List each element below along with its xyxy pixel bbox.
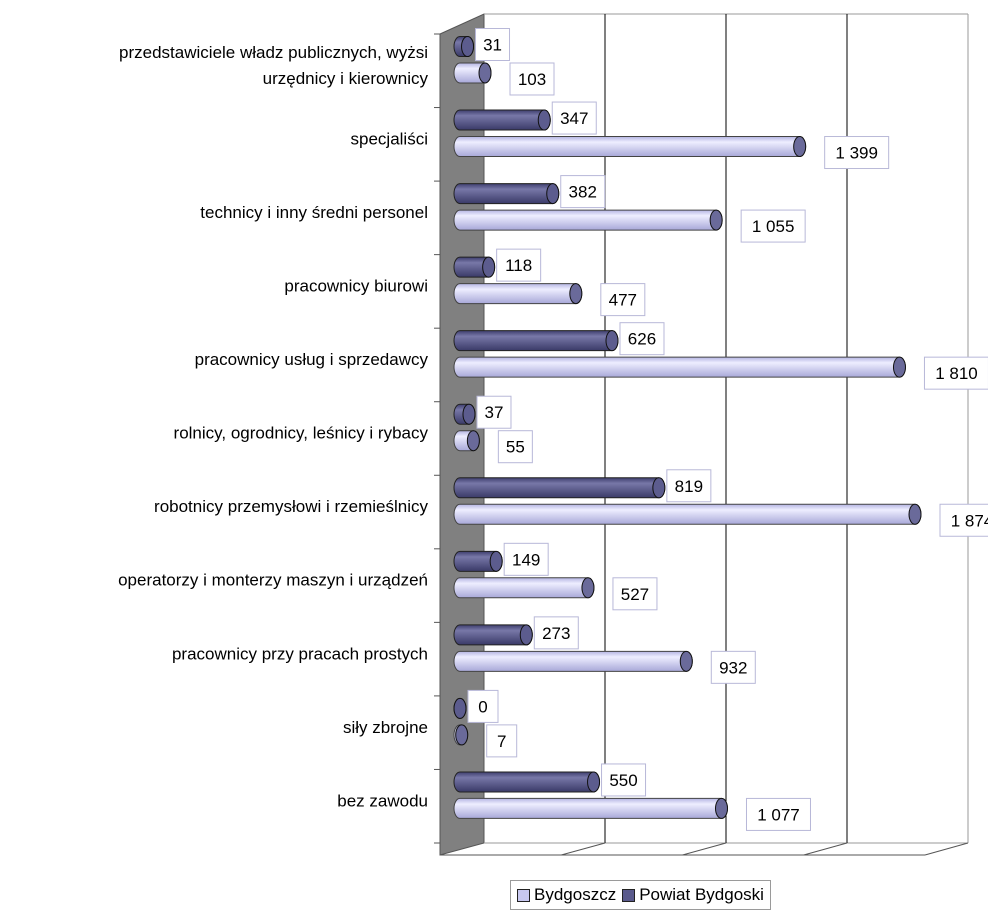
floor-right-edge [924,842,969,856]
value-label-bydgoszcz-4: 1 810 [923,356,988,390]
bar-powiat-10 [453,771,601,793]
legend: Bydgoszcz Powiat Bydgoski [510,880,771,910]
value-label-bydgoszcz-1: 1 399 [824,136,890,170]
bar-powiat-6 [453,477,666,499]
category-label-4: pracownicy usług i sprzedawcy [195,350,429,369]
bar-powiat-9 [453,697,467,719]
category-label-0-0: przedstawiciele władz publicznych, wyżsi [119,43,428,62]
category-label-7: operatorzy i monterzy maszyn i urządzeń [118,571,428,590]
svg-text:31: 31 [483,36,502,55]
value-label-powiat-8: 273 [533,616,579,650]
bar-bydgoszcz-3 [453,283,583,305]
svg-text:347: 347 [560,109,588,128]
legend-item-bydgoszcz: Bydgoszcz [517,885,616,905]
svg-text:1 874: 1 874 [951,511,988,530]
value-label-powiat-4: 626 [619,322,665,356]
svg-text:1 810: 1 810 [935,364,978,383]
svg-text:55: 55 [506,438,525,457]
bar-powiat-4 [453,330,619,352]
svg-text:550: 550 [609,771,637,790]
category-label-5: rolnicy, ogrodnicy, leśnicy i rybacy [174,424,429,443]
bar-powiat-3 [453,256,496,278]
legend-swatch-bydgoszcz [517,888,530,902]
value-label-bydgoszcz-10: 1 077 [745,797,811,831]
category-label-3: pracownicy biurowi [284,277,428,296]
value-label-powiat-0: 31 [475,28,511,62]
svg-text:382: 382 [569,183,597,202]
svg-text:0: 0 [478,697,487,716]
svg-text:477: 477 [609,291,637,310]
value-label-bydgoszcz-9: 7 [486,724,518,758]
value-label-bydgoszcz-2: 1 055 [740,209,806,243]
svg-text:37: 37 [485,403,504,422]
value-label-bydgoszcz-7: 527 [612,577,658,611]
bar-powiat-7 [453,550,503,572]
legend-item-powiat: Powiat Bydgoski [622,885,764,905]
svg-text:1 077: 1 077 [757,805,800,824]
value-label-powiat-5: 37 [476,395,512,429]
svg-text:527: 527 [621,585,649,604]
value-label-powiat-3: 118 [496,248,542,282]
category-label-6: robotnicy przemysłowi i rzemieślnicy [154,497,428,516]
value-label-powiat-9: 0 [467,689,499,723]
bar-bydgoszcz-2 [453,209,723,231]
svg-text:1 055: 1 055 [752,217,795,236]
svg-text:103: 103 [518,70,546,89]
value-label-bydgoszcz-0: 103 [509,62,555,96]
value-label-bydgoszcz-6: 1 874 [939,503,988,537]
value-label-powiat-7: 149 [503,542,549,576]
bar-powiat-5 [453,403,476,425]
svg-text:273: 273 [542,624,570,643]
legend-swatch-powiat [622,888,636,902]
svg-text:118: 118 [505,256,532,275]
value-label-bydgoszcz-3: 477 [600,283,646,317]
svg-text:932: 932 [719,658,747,677]
bar-bydgoszcz-5 [453,430,480,452]
bar-powiat-2 [453,183,560,205]
floor-gridline [561,842,606,856]
legend-label-powiat: Powiat Bydgoski [639,885,764,904]
bar-bydgoszcz-9 [453,724,469,746]
category-label-10: bez zawodu [337,791,428,810]
svg-text:819: 819 [675,477,703,496]
svg-text:7: 7 [497,732,506,751]
bar-powiat-8 [453,624,533,646]
bar-bydgoszcz-1 [453,136,807,158]
category-label-9: siły zbrojne [343,718,428,737]
legend-label-bydgoszcz: Bydgoszcz [534,885,617,904]
bar-bydgoszcz-6 [453,503,922,525]
floor-gridline [803,842,848,856]
svg-text:1 399: 1 399 [835,144,878,163]
bar-bydgoszcz-10 [453,797,728,819]
floor-gridline [682,842,727,856]
svg-text:149: 149 [512,550,540,569]
bar-bydgoszcz-8 [453,650,693,672]
value-label-powiat-6: 819 [666,469,712,503]
value-label-powiat-1: 347 [551,101,597,135]
value-label-bydgoszcz-5: 55 [497,430,533,464]
category-label-0-1: urzędnicy i kierownicy [263,69,429,88]
category-label-2: technicy i inny średni personel [200,203,428,222]
category-label-1: specjaliści [351,129,428,148]
bar-powiat-0 [453,36,475,58]
value-label-powiat-10: 550 [601,763,647,797]
value-label-bydgoszcz-8: 932 [710,650,756,684]
bar-bydgoszcz-0 [453,62,492,84]
value-label-powiat-2: 382 [560,175,606,209]
bar-bydgoszcz-4 [453,356,906,378]
chart-area: przedstawiciele władz publicznych, wyżsi… [118,13,988,856]
bar-powiat-1 [453,109,551,131]
category-label-8: pracownicy przy pracach prostych [172,644,428,663]
bar-bydgoszcz-7 [453,577,595,599]
svg-text:626: 626 [628,330,656,349]
